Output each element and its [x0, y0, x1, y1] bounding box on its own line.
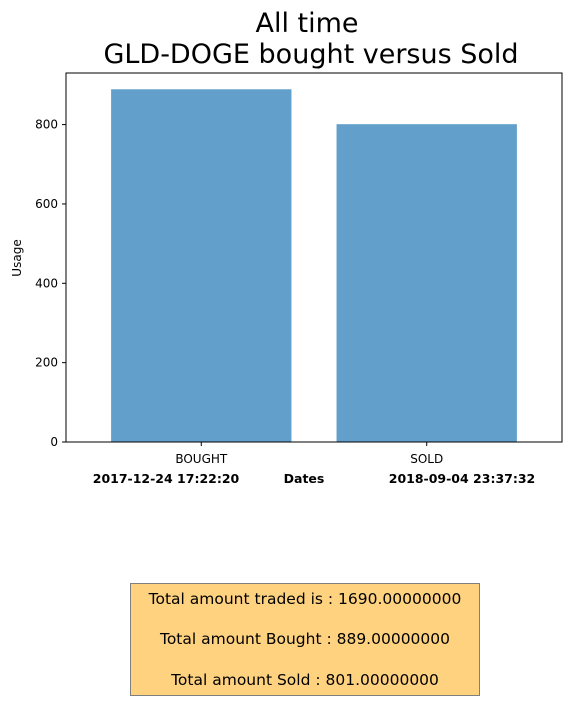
y-tick-label: 0	[50, 435, 58, 449]
x-axis-label: Dates	[284, 471, 325, 486]
total-traded-text: Total amount traded is : 1690.00000000	[148, 590, 462, 608]
y-axis-label: Usage	[10, 239, 24, 276]
chart-title-line-2: GLD-DOGE bought versus Sold	[103, 39, 518, 70]
y-tick-label: 400	[35, 276, 58, 290]
bars-layer	[111, 89, 517, 443]
total-bought-text: Total amount Bought : 889.00000000	[159, 630, 451, 648]
x-axis-ticks: BOUGHT SOLD	[175, 442, 443, 466]
total-sold-text: Total amount Sold : 801.00000000	[171, 671, 439, 689]
y-tick-label: 200	[35, 356, 58, 370]
y-axis-ticks: 0 200 400 600 800	[35, 118, 66, 449]
y-tick-label: 800	[35, 118, 58, 132]
bar-bought	[111, 89, 292, 443]
bar-sold	[336, 124, 517, 442]
y-tick-label: 600	[35, 197, 58, 211]
end-date-label: 2018-09-04 23:37:32	[389, 471, 536, 486]
start-date-label: 2017-12-24 17:22:20	[93, 471, 240, 486]
x-tick-label-sold: SOLD	[410, 452, 443, 466]
chart-title-line-1: All time	[255, 8, 358, 39]
x-tick-label-bought: BOUGHT	[175, 452, 228, 466]
plot-area-frame	[65, 72, 563, 443]
trade-summary-box: Total amount traded is : 1690.00000000 T…	[130, 583, 480, 696]
